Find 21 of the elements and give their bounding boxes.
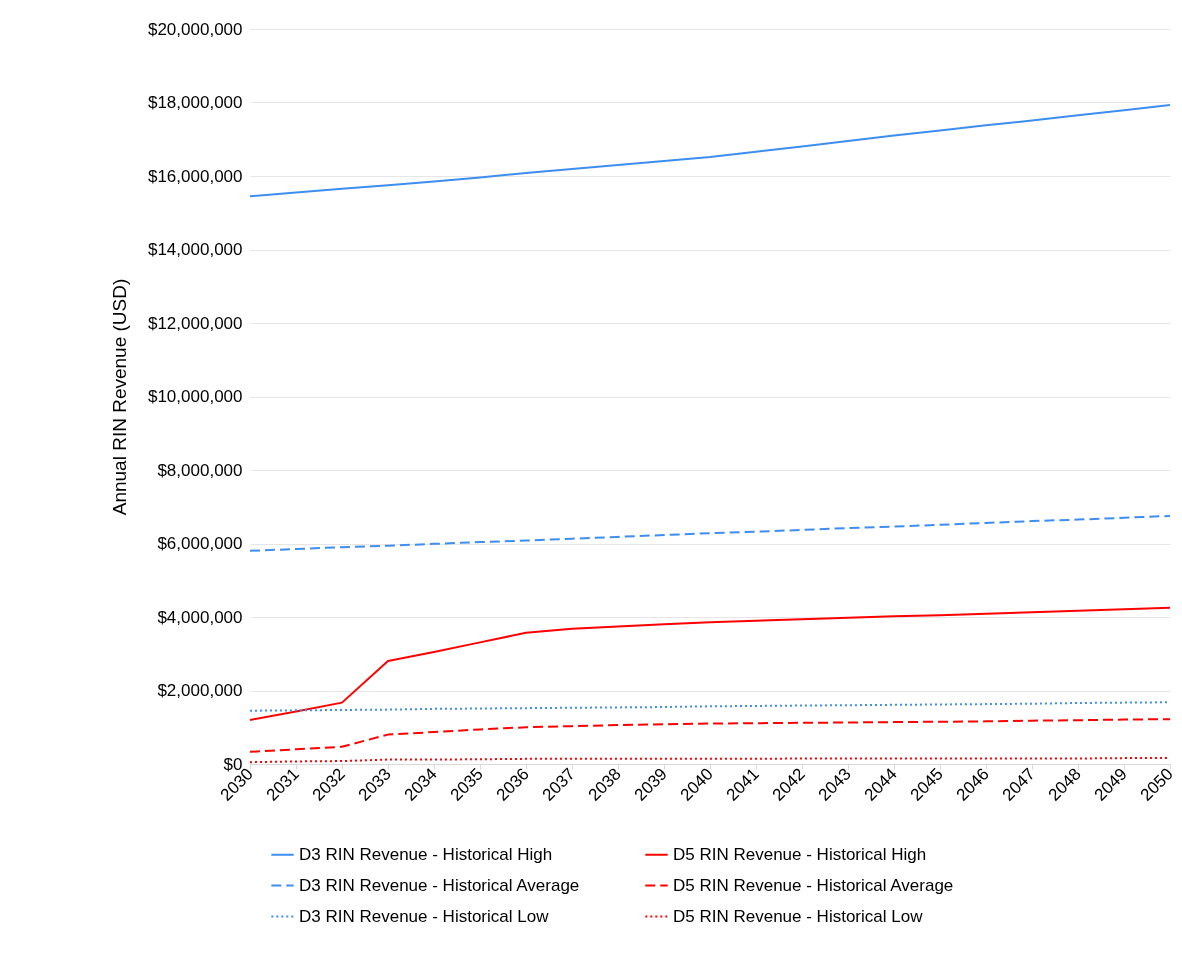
y-tick-label: $10,000,000 [147,387,243,406]
y-tick-label: $20,000,000 [147,19,243,39]
y-tick-label: $18,000,000 [147,93,243,112]
line-series [249,718,1171,753]
legend-label: D5 RIN Revenue - Historical Average [673,875,954,895]
y-tick-label: $4,000,000 [157,607,243,627]
y-tick-label: $6,000,000 [157,534,243,553]
y-tick-label: $8,000,000 [157,460,243,480]
line-series [249,514,1171,552]
y-tick-label: $2,000,000 [157,681,243,700]
y-tick-label: $12,000,000 [147,313,243,333]
y-tick-label: $14,000,000 [147,240,243,259]
legend-label: D3 RIN Revenue - Historical Low [299,906,550,926]
line-series [249,104,1171,198]
legend-label: D3 RIN Revenue - Historical High [299,844,553,864]
y-axis-title: Annual RIN Revenue (USD) [108,278,130,516]
y-tick-label: $16,000,000 [147,166,243,186]
legend-label: D3 RIN Revenue - Historical Average [299,875,580,895]
legend-label: D5 RIN Revenue - Historical Low [673,906,924,926]
line-series [249,606,1171,721]
legend-label: D5 RIN Revenue - Historical High [673,844,927,864]
